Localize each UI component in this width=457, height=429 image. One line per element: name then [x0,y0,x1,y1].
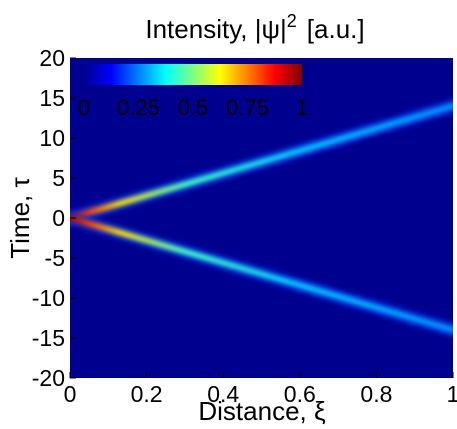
colorbar-ticks: 0 0.25 0.5 0.75 1 [78,95,308,120]
colorbar-tick-label: 0.75 [226,95,269,120]
y-tick-label: 5 [52,165,65,191]
x-axis-ticks: 0 0.2 0.4 0.6 0.8 1 [64,372,457,407]
x-tick-label: 0.2 [131,381,163,407]
colorbar-tick-label: 0.25 [117,95,160,120]
y-tick-label: 20 [39,45,65,71]
chart-title: Intensity, |ψ|2 [a.u.] [145,11,364,44]
colorbar-tick-label: 1 [296,95,308,120]
y-tick-label: 10 [39,125,65,151]
colorbar-tick-label: 0.5 [178,95,209,120]
y-tick-label: -10 [32,285,65,311]
title-superscript: 2 [287,11,297,31]
x-tick-label: 0.4 [207,381,239,407]
x-tick-label: 0.6 [284,381,316,407]
y-tick-label: 0 [52,205,65,231]
x-tick-label: 1 [447,381,457,407]
y-axis-label: Time, τ [5,177,35,259]
beam-layer [70,99,453,337]
colorbar-tick-label: 0 [78,95,90,120]
y-tick-label: -5 [45,245,65,271]
y-axis-ticks: 20 15 10 5 0 -5 -10 -15 -20 [32,45,76,391]
beam-lower [70,215,453,333]
plot-area [70,58,453,378]
y-tick-label: -20 [32,365,65,391]
y-tick-label: -15 [32,325,65,351]
x-tick-label: 0.8 [360,381,392,407]
title-main: Intensity, |ψ| [145,14,286,44]
title-unit: [a.u.] [307,14,365,44]
y-tick-label: 15 [39,85,65,111]
colorbar-gradient [84,64,302,85]
x-axis-label: Distance, ξ [198,396,326,426]
beam-upper [70,103,453,221]
x-tick-label: 0 [64,381,77,407]
